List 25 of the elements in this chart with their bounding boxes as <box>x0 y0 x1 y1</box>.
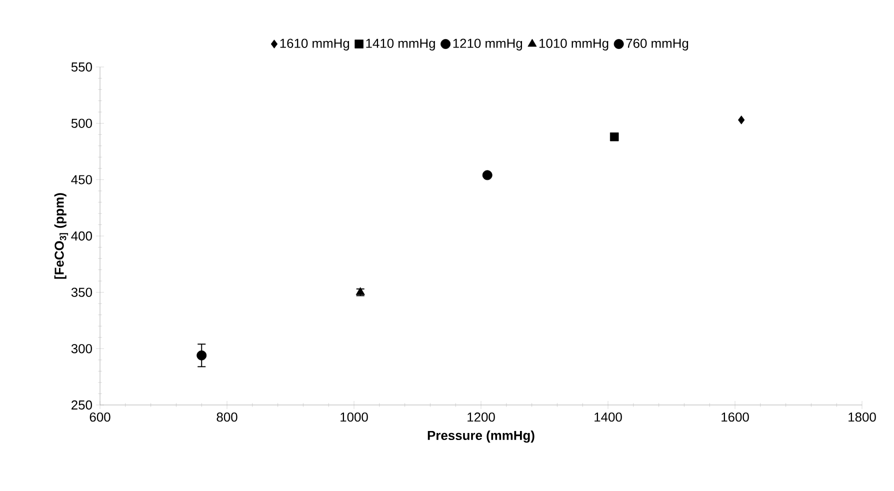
legend-label: 760 mmHg <box>626 38 688 50</box>
legend-label: 1210 mmHg <box>453 38 522 50</box>
x-tick-label: 600 <box>90 412 110 422</box>
point <box>738 116 745 124</box>
legend-label: 1610 mmHg <box>280 38 350 50</box>
x-tick-label: 1600 <box>722 412 749 422</box>
y-axis-title: [FeCO$_{3]}$ (ppm) <box>54 193 68 279</box>
legend-label: 1010 mmHg <box>539 38 608 50</box>
y-tick-label: 350 <box>71 288 92 297</box>
y-tick-label: 300 <box>71 344 92 354</box>
x-tick-label: 1000 <box>340 412 368 422</box>
y-tick-label: 400 <box>71 231 92 241</box>
x-tick-label: 800 <box>216 412 238 422</box>
y-tick-label: 450 <box>71 175 92 184</box>
y-tick-label: 250 <box>72 400 92 410</box>
point <box>482 170 492 180</box>
x-tick-label: 1400 <box>594 412 622 422</box>
y-tick-label: 550 <box>71 62 92 72</box>
legend-label: 1410 mmHg <box>366 38 435 50</box>
point <box>610 132 619 142</box>
point <box>196 350 207 360</box>
x-tick-label: 1800 <box>848 412 876 422</box>
x-axis-title: Pressure (mmHg) <box>428 430 534 443</box>
x-tick-label: 1200 <box>468 412 495 422</box>
y-tick-label: 500 <box>71 118 92 128</box>
